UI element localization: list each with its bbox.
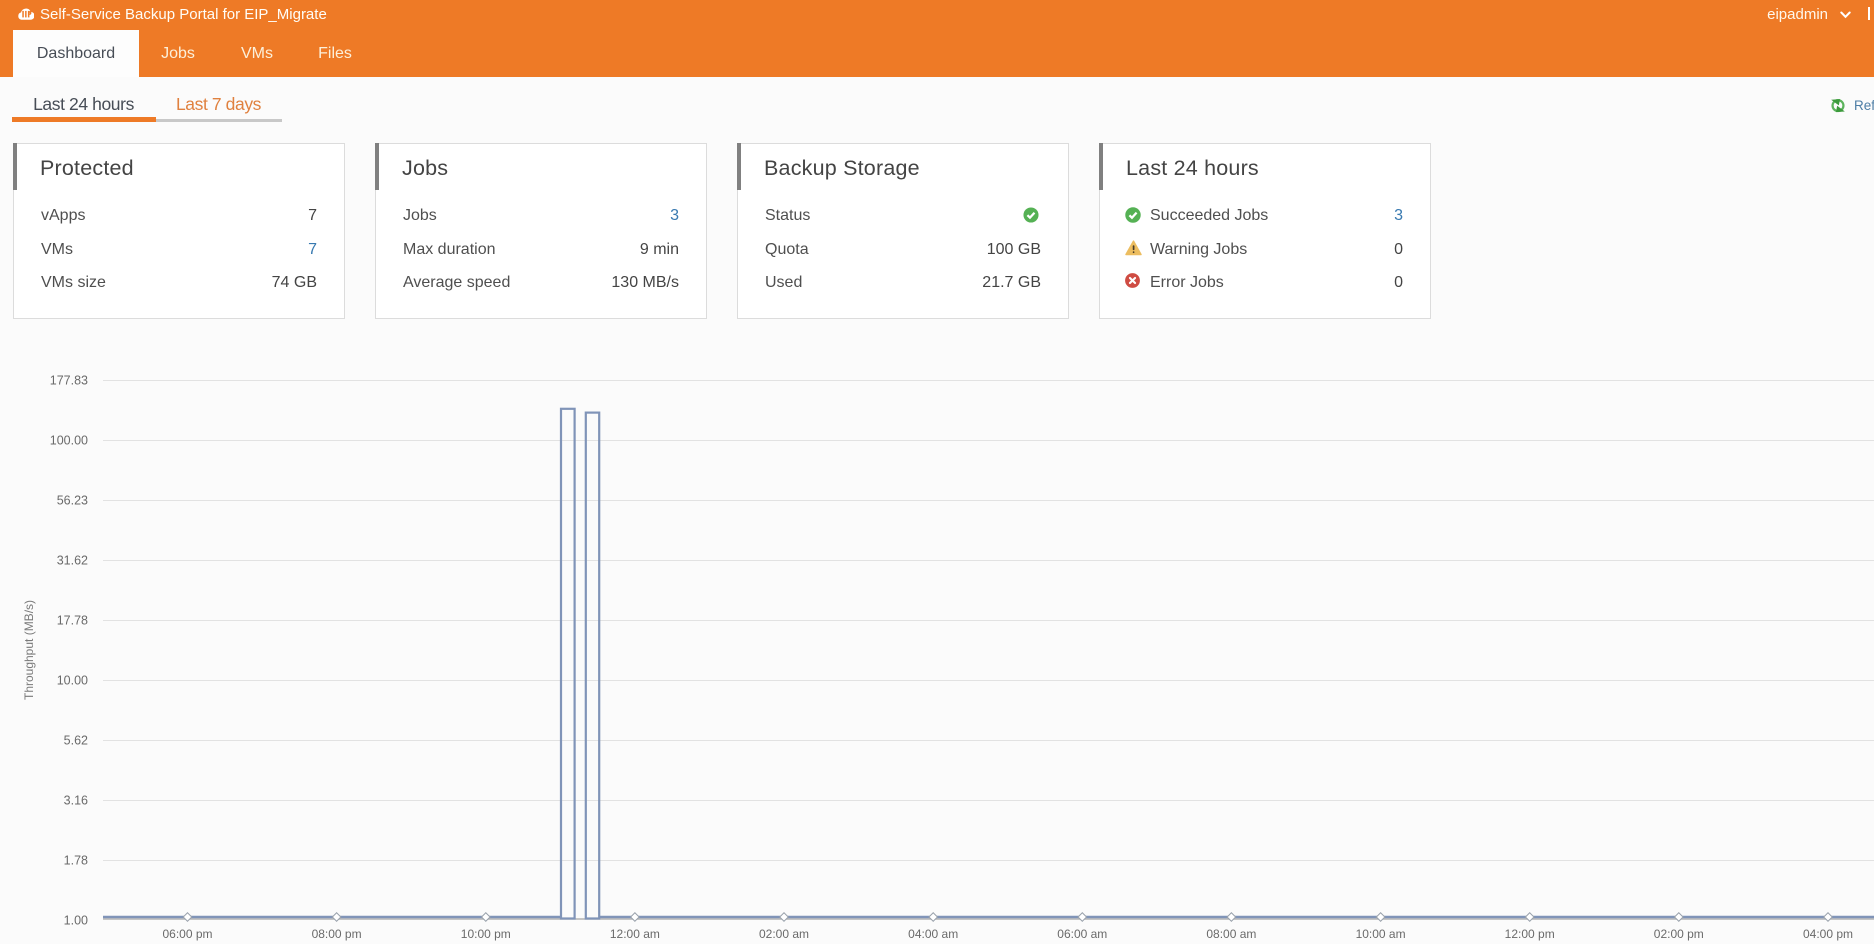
svg-text:10:00 am: 10:00 am — [1356, 927, 1406, 941]
svg-text:17.78: 17.78 — [57, 614, 88, 628]
svg-text:1.78: 1.78 — [64, 854, 88, 868]
svg-text:56.23: 56.23 — [57, 494, 88, 508]
svg-text:5.62: 5.62 — [64, 734, 88, 748]
svg-text:06:00 am: 06:00 am — [1057, 927, 1107, 941]
svg-text:10.00: 10.00 — [57, 674, 88, 688]
svg-text:12:00 pm: 12:00 pm — [1505, 927, 1555, 941]
svg-text:Throughput (MB/s): Throughput (MB/s) — [22, 600, 36, 700]
svg-text:06:00 pm: 06:00 pm — [162, 927, 212, 941]
svg-text:177.83: 177.83 — [50, 374, 88, 388]
svg-text:04:00 am: 04:00 am — [908, 927, 958, 941]
svg-text:02:00 pm: 02:00 pm — [1654, 927, 1704, 941]
svg-text:02:00 am: 02:00 am — [759, 927, 809, 941]
svg-text:04:00 pm: 04:00 pm — [1803, 927, 1853, 941]
svg-text:100.00: 100.00 — [50, 434, 88, 448]
svg-text:10:00 pm: 10:00 pm — [461, 927, 511, 941]
svg-text:08:00 pm: 08:00 pm — [312, 927, 362, 941]
svg-text:08:00 am: 08:00 am — [1206, 927, 1256, 941]
svg-text:31.62: 31.62 — [57, 554, 88, 568]
svg-text:1.00: 1.00 — [64, 914, 88, 928]
svg-text:12:00 am: 12:00 am — [610, 927, 660, 941]
svg-text:3.16: 3.16 — [64, 794, 88, 808]
